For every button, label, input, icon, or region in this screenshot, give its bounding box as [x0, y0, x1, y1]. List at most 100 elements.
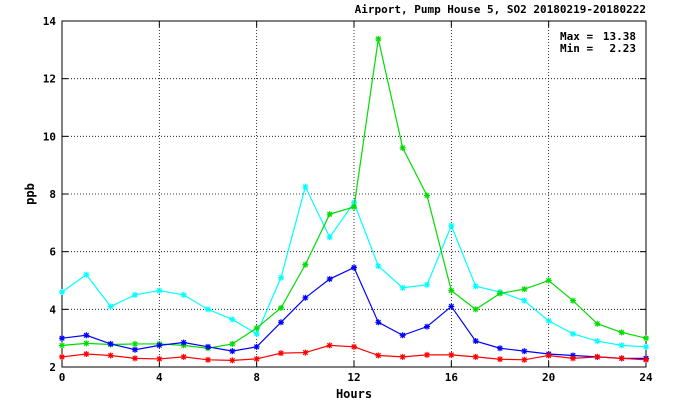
data-point-marker [156, 355, 163, 362]
x-tick-label: 8 [253, 371, 260, 384]
data-point-marker [472, 306, 479, 313]
data-point-marker [399, 144, 406, 151]
data-point-marker [521, 286, 528, 293]
data-point-marker [618, 329, 625, 336]
data-point-marker [132, 291, 138, 298]
data-point-marker [351, 343, 357, 350]
y-tick-label: 12 [43, 73, 56, 86]
data-point-marker [545, 317, 552, 324]
data-point-marker [351, 199, 357, 206]
data-point-marker [59, 353, 65, 360]
data-point-marker [424, 281, 430, 288]
data-point-marker [205, 306, 211, 313]
data-point-marker [278, 304, 284, 311]
data-point-marker [132, 346, 138, 353]
data-point-marker [302, 183, 309, 190]
data-point-marker [302, 261, 309, 268]
min-label: Min = [560, 42, 593, 55]
y-tick-label: 8 [49, 188, 56, 201]
series-line-2 [61, 38, 647, 349]
data-point-marker [594, 353, 601, 360]
data-point-marker [278, 274, 284, 281]
data-point-marker [180, 353, 187, 360]
data-point-marker [180, 339, 187, 346]
data-point-marker [375, 352, 382, 359]
x-axis-label: Hours [336, 387, 372, 401]
x-tick-label: 12 [347, 371, 360, 384]
data-point-marker [326, 211, 333, 218]
data-point-marker [253, 355, 260, 362]
max-label: Max = [560, 30, 593, 43]
data-point-marker [326, 342, 333, 349]
data-point-marker [448, 351, 455, 358]
data-point-marker [570, 297, 576, 304]
data-point-marker [472, 353, 479, 360]
data-point-marker [156, 287, 163, 294]
data-point-marker [59, 289, 65, 296]
data-point-marker [570, 355, 576, 362]
data-point-marker [545, 352, 552, 359]
data-point-marker [545, 277, 552, 284]
data-point-marker [618, 342, 625, 349]
data-point-marker [497, 345, 503, 352]
data-point-marker [302, 294, 309, 301]
data-point-marker [448, 287, 455, 294]
data-point-marker [497, 356, 503, 363]
data-point-marker [156, 342, 163, 349]
data-point-marker [326, 276, 333, 283]
y-tick-label: 14 [43, 15, 57, 28]
data-point-marker [107, 352, 114, 359]
data-point-marker [351, 264, 357, 271]
data-point-marker [521, 297, 528, 304]
data-point-marker [229, 357, 236, 364]
y-tick-label: 6 [49, 246, 56, 259]
data-point-marker [229, 348, 236, 355]
data-point-marker [83, 351, 90, 358]
data-point-marker [351, 203, 357, 210]
data-point-marker [375, 35, 382, 42]
x-tick-label: 0 [59, 371, 66, 384]
data-point-marker [229, 340, 236, 347]
data-point-marker [59, 335, 65, 342]
data-point-marker [253, 343, 260, 350]
data-point-marker [399, 332, 406, 339]
data-point-marker [521, 348, 528, 355]
data-point-marker [278, 350, 284, 357]
data-point-marker [448, 222, 455, 229]
data-point-marker [521, 356, 528, 363]
data-point-marker [497, 290, 503, 297]
data-point-marker [278, 319, 284, 326]
x-tick-label: 16 [445, 371, 459, 384]
data-point-marker [107, 303, 114, 310]
data-point-marker [375, 319, 382, 326]
y-tick-label: 4 [49, 303, 56, 316]
data-point-marker [448, 303, 455, 310]
min-value: 2.23 [610, 42, 637, 55]
y-tick-label: 2 [49, 361, 56, 374]
data-point-marker [472, 338, 479, 345]
y-axis-label: ppb [23, 183, 37, 205]
data-point-marker [132, 340, 138, 347]
data-point-marker [229, 316, 236, 323]
x-tick-label: 4 [156, 371, 163, 384]
data-point-marker [594, 338, 601, 345]
data-point-marker [132, 355, 138, 362]
data-point-marker [205, 343, 211, 350]
data-point-marker [594, 320, 601, 327]
data-point-marker [618, 355, 625, 362]
data-point-marker [302, 349, 309, 356]
y-tick-label: 10 [43, 130, 56, 143]
data-point-marker [205, 356, 211, 363]
data-point-marker [180, 291, 187, 298]
data-point-marker [83, 271, 90, 278]
stats-annotation: Max = 13.38 Min = 2.23 [560, 30, 636, 55]
data-point-marker [472, 283, 479, 290]
data-point-marker [424, 192, 430, 199]
data-point-marker [643, 335, 649, 342]
data-point-marker [83, 332, 90, 339]
data-point-marker [643, 356, 649, 363]
data-point-marker [253, 325, 260, 332]
